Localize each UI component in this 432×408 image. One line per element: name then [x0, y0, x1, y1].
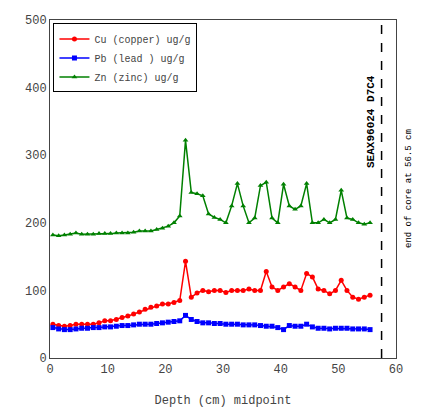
svg-text:60: 60: [389, 363, 403, 377]
svg-text:10: 10: [100, 363, 114, 377]
svg-text:Pb (lead ) ug/g: Pb (lead ) ug/g: [94, 54, 184, 65]
svg-text:Depth (cm) midpoint: Depth (cm) midpoint: [155, 394, 292, 408]
svg-text:50: 50: [331, 363, 345, 377]
svg-text:100: 100: [25, 285, 47, 299]
svg-text:Zn (zinc) ug/g: Zn (zinc) ug/g: [94, 73, 178, 84]
svg-text:40: 40: [273, 363, 287, 377]
svg-text:20: 20: [158, 363, 172, 377]
svg-text:400: 400: [25, 82, 47, 96]
svg-text:Cu (copper) ug/g: Cu (copper) ug/g: [94, 35, 190, 46]
svg-text:SEAX96024 D7C4: SEAX96024 D7C4: [365, 75, 377, 168]
svg-text:0: 0: [39, 352, 46, 366]
svg-text:0: 0: [46, 363, 53, 377]
svg-text:30: 30: [216, 363, 230, 377]
svg-text:500: 500: [25, 14, 47, 28]
svg-text:300: 300: [25, 149, 47, 163]
svg-text:end of core at 56.5 cm: end of core at 56.5 cm: [404, 129, 414, 248]
svg-text:200: 200: [25, 217, 47, 231]
